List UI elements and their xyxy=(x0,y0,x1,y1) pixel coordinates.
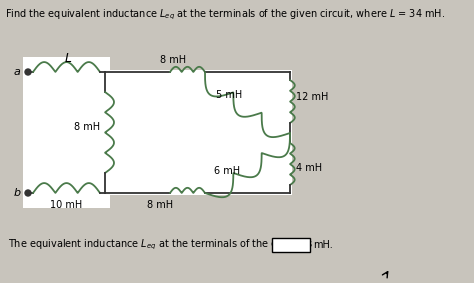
Text: 8 mH: 8 mH xyxy=(147,200,173,210)
Text: 8 mH: 8 mH xyxy=(160,55,186,65)
Text: 4 mH: 4 mH xyxy=(296,163,322,173)
Text: mH.: mH. xyxy=(313,240,333,250)
Circle shape xyxy=(25,190,31,196)
FancyBboxPatch shape xyxy=(105,70,292,195)
Circle shape xyxy=(25,69,31,75)
Text: L: L xyxy=(65,53,72,65)
Text: 8 mH: 8 mH xyxy=(74,123,100,132)
Text: b: b xyxy=(14,188,21,198)
Text: 6 mH: 6 mH xyxy=(214,166,241,176)
FancyBboxPatch shape xyxy=(272,238,310,252)
Text: a: a xyxy=(14,67,21,77)
Text: 12 mH: 12 mH xyxy=(296,93,328,102)
Text: 5 mH: 5 mH xyxy=(216,89,243,100)
Text: Find the equivalent inductance $L_{eq}$ at the terminals of the given circuit, w: Find the equivalent inductance $L_{eq}$ … xyxy=(5,8,445,22)
Text: The equivalent inductance $L_{eq}$ at the terminals of the circuit is: The equivalent inductance $L_{eq}$ at th… xyxy=(8,238,314,252)
FancyBboxPatch shape xyxy=(23,57,110,208)
Text: 10 mH: 10 mH xyxy=(50,200,82,210)
